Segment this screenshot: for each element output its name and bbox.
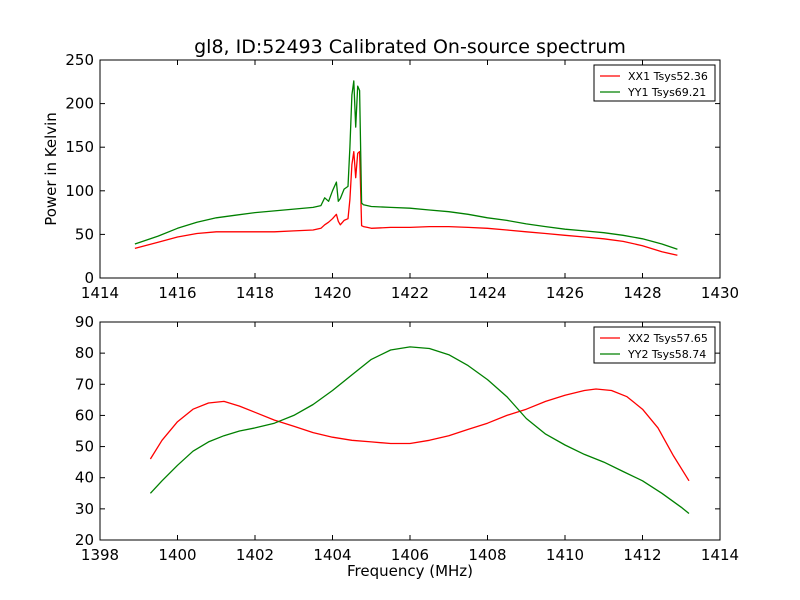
x-tick-label: 1416 — [158, 284, 196, 302]
y-tick-label: 100 — [65, 182, 94, 200]
x-tick-label: 1414 — [701, 546, 739, 564]
legend: XX2 Tsys57.65 YY2 Tsys58.74 — [593, 326, 716, 364]
series-line-bottom-1 — [149, 388, 690, 482]
y-tick-label: 0 — [84, 269, 94, 287]
x-tick-label: 1402 — [236, 546, 274, 564]
x-tick-label: 1418 — [236, 284, 274, 302]
x-tick-label: 1404 — [313, 546, 351, 564]
y-tick-label: 40 — [75, 469, 94, 487]
y-tick-label: 70 — [75, 375, 94, 393]
y-tick-label: 20 — [75, 531, 94, 549]
x-tick-label: 1400 — [158, 546, 196, 564]
x-tick-label: 1406 — [391, 546, 429, 564]
series-group — [134, 80, 678, 256]
x-tick-label: 1428 — [623, 284, 661, 302]
legend-box — [593, 64, 716, 102]
series-group — [149, 346, 690, 515]
y-tick-label: 80 — [75, 344, 94, 362]
x-tick-label: 1408 — [468, 546, 506, 564]
bottom-x-axis-label: Frequency (MHz) — [347, 562, 473, 580]
legend: XX1 Tsys52.36 YY1 Tsys69.21 — [593, 64, 716, 102]
y-tick-label: 30 — [75, 500, 94, 518]
top-y-axis-label: Power in Kelvin — [42, 112, 60, 226]
series-line-top-1 — [134, 150, 678, 256]
legend-label: YY2 Tsys58.74 — [627, 348, 706, 361]
bottom-plot: 1398 1400 1402 1404 1406 1408 1410 1412 1414 20 30… — [75, 313, 739, 564]
y-tick-label: 50 — [75, 225, 94, 243]
x-tick-label: 1426 — [546, 284, 584, 302]
y-tick-label: 60 — [75, 406, 94, 424]
chart-title: gl8, ID:52493 Calibrated On-source spect… — [194, 36, 626, 58]
y-tick-label: 150 — [65, 138, 94, 156]
legend-label: XX2 Tsys57.65 — [628, 332, 708, 345]
series-line-top-2 — [134, 80, 678, 250]
x-tick-label: 1420 — [313, 284, 351, 302]
legend-label: YY1 Tsys69.21 — [627, 86, 706, 99]
x-tick-label: 1414 — [81, 284, 119, 302]
x-tick-label: 1424 — [468, 284, 506, 302]
series-line-bottom-2 — [149, 346, 690, 515]
y-tick-label: 250 — [65, 51, 94, 69]
x-tick-label: 1410 — [546, 546, 584, 564]
x-tick-label: 1430 — [701, 284, 739, 302]
y-tick-label: 50 — [75, 438, 94, 456]
legend-box — [593, 326, 716, 364]
x-tick-label: 1412 — [623, 546, 661, 564]
y-tick-label: 90 — [75, 313, 94, 331]
y-tick-label: 200 — [65, 95, 94, 113]
legend-label: XX1 Tsys52.36 — [628, 70, 708, 83]
x-tick-label: 1398 — [81, 546, 119, 564]
x-tick-label: 1422 — [391, 284, 429, 302]
top-plot: 1414 1416 1418 1420 1422 1424 1426 1428 1430 0 50 1… — [65, 51, 739, 302]
